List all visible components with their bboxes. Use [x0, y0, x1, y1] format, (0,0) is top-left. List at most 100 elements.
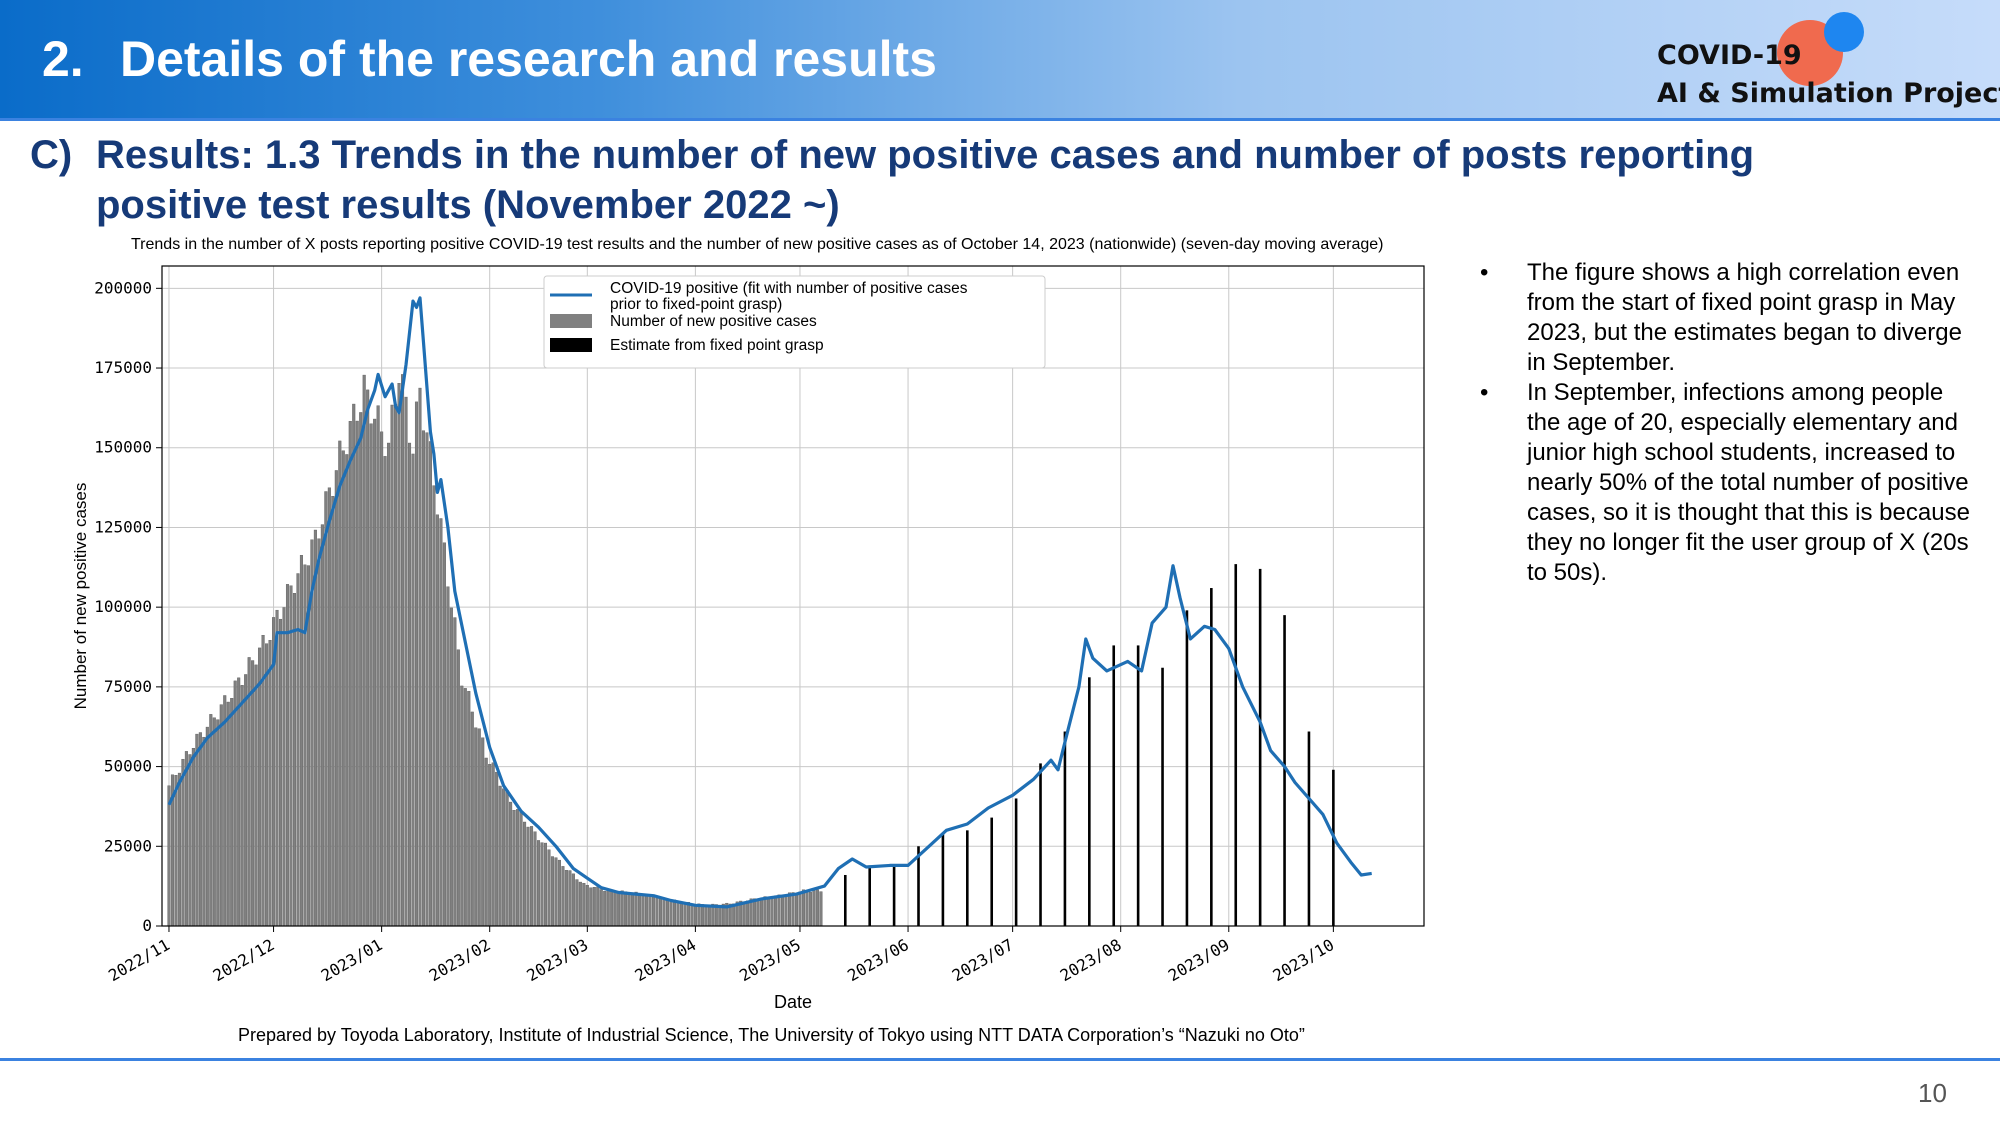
positive-cases-bar [362, 374, 366, 927]
positive-cases-bar [760, 897, 764, 927]
positive-cases-bar [676, 901, 680, 927]
positive-cases-bar [815, 889, 819, 927]
fixed-point-estimate-bar [1185, 610, 1189, 926]
header-divider [0, 118, 2000, 121]
chart-legend: COVID-19 positive (fit with number of po… [543, 275, 1046, 369]
positive-cases-bar [223, 695, 227, 927]
positive-cases-bar [317, 538, 321, 927]
positive-cases-bar [345, 454, 349, 927]
positive-cases-bar [585, 884, 589, 927]
positive-cases-bar [167, 785, 171, 927]
positive-cases-bar [285, 584, 290, 927]
positive-cases-bar [404, 396, 408, 927]
x-tick-label: 2023/02 [426, 935, 494, 985]
legend-label-gray: Number of new positive cases [610, 313, 817, 330]
positive-cases-bar [547, 849, 551, 927]
positive-cases-bar [746, 900, 750, 927]
positive-cases-bar [491, 762, 495, 927]
legend-gray-swatch [550, 314, 592, 328]
positive-cases-bar [477, 728, 481, 927]
positive-cases-bar [763, 896, 767, 927]
positive-cases-bar [244, 674, 248, 927]
positive-cases-bar [631, 892, 635, 927]
page-title: 2. Details of the research and results [42, 30, 937, 88]
positive-cases-bar [481, 737, 485, 927]
bullet-item: • In September, infections among people t… [1470, 378, 1975, 588]
x-tick-label: 2022/11 [105, 935, 173, 985]
page-number: 10 [1918, 1078, 1947, 1108]
positive-cases-bar [383, 456, 387, 927]
logo-line-1: COVID-19 [1657, 40, 1802, 71]
positive-cases-bar [662, 898, 666, 927]
positive-cases-bar [334, 470, 338, 927]
positive-cases-bar [421, 430, 425, 927]
x-tick-label: 2023/01 [318, 935, 386, 985]
positive-cases-bar [240, 685, 244, 927]
positive-cases-bar [394, 404, 398, 927]
positive-cases-bar [198, 732, 202, 927]
positive-cases-bar [202, 736, 206, 927]
positive-cases-bar [693, 904, 697, 927]
positive-cases-bar [474, 727, 478, 927]
fixed-point-estimate-bar [1161, 667, 1164, 926]
positive-cases-bar [756, 899, 760, 927]
positive-cases-bar [453, 617, 457, 927]
positive-cases-bar [418, 387, 422, 927]
positive-cases-bar [390, 404, 394, 927]
positive-cases-bar [540, 842, 544, 927]
positive-cases-bar [376, 405, 380, 927]
bullet-text: In September, infections among people th… [1527, 379, 1970, 586]
positive-cases-bar [690, 903, 694, 927]
positive-cases-bar [808, 891, 812, 927]
positive-cases-bar [177, 772, 181, 927]
fixed-point-estimate-bar [941, 833, 945, 926]
header-bar: 2. Details of the research and results CO… [0, 0, 2000, 120]
fixed-point-estimate-bar [990, 817, 994, 926]
positive-cases-bar [505, 790, 509, 927]
positive-cases-bar [516, 809, 520, 927]
positive-cases-bar [495, 771, 499, 927]
positive-cases-bar [352, 403, 356, 927]
fixed-point-estimate-bar [1234, 564, 1238, 926]
positive-cases-bar [209, 714, 213, 927]
positive-cases-bar [603, 890, 607, 927]
positive-cases-bar [624, 891, 628, 927]
x-axis-label: Date [774, 992, 812, 1012]
y-tick-label: 150000 [94, 438, 152, 457]
y-tick-label: 100000 [94, 597, 152, 616]
positive-cases-bar [484, 757, 488, 927]
positive-cases-bar [380, 431, 384, 927]
positive-cases-bar [707, 905, 711, 927]
footer-divider [0, 1058, 2000, 1061]
x-tick-label: 2023/09 [1165, 935, 1233, 985]
positive-cases-bar [645, 894, 649, 927]
legend-label-line-part: COVID-19 positive (fit with number of po… [610, 280, 968, 297]
positive-cases-bar [275, 609, 279, 927]
positive-cases-bar [226, 701, 230, 927]
x-tick-label: 2023/06 [844, 935, 912, 985]
positive-cases-bar [467, 691, 471, 927]
positive-cases-bar [718, 904, 722, 927]
logo-line-2: AI & Simulation Project [1657, 78, 2000, 109]
positive-cases-bar [320, 524, 324, 927]
positive-cases-bar [575, 879, 579, 927]
positive-cases-bar [233, 680, 237, 927]
positive-cases-bar [188, 754, 192, 927]
positive-cases-bar [230, 698, 234, 927]
y-tick-label: 200000 [94, 278, 152, 297]
positive-cases-bar [327, 487, 331, 927]
positive-cases-bar [258, 647, 262, 927]
x-tick-label: 2022/12 [210, 935, 278, 985]
positive-cases-bar [414, 401, 419, 927]
positive-cases-bar [460, 685, 464, 927]
plot-frame [161, 265, 1425, 927]
positive-cases-bar [439, 518, 443, 927]
positive-cases-bar [697, 903, 701, 927]
positive-cases-bar [181, 758, 185, 927]
positive-cases-bar [366, 389, 370, 927]
x-tick-label: 2023/04 [631, 935, 699, 985]
positive-cases-bar [617, 892, 621, 927]
positive-cases-bar [282, 607, 286, 927]
fixed-point-estimate-bar [1332, 769, 1335, 926]
